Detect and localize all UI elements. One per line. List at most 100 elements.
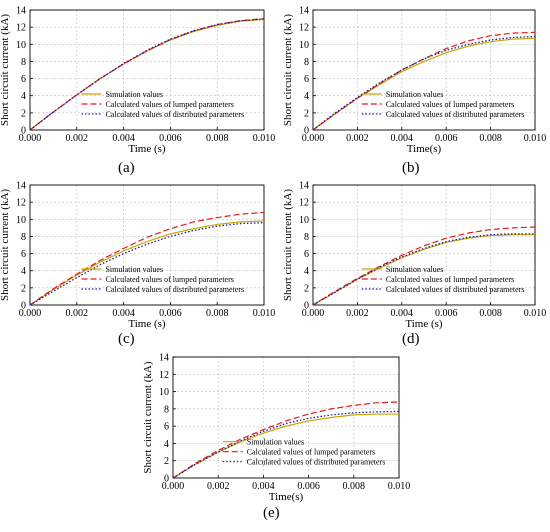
legend-label-3: Calculated values of distributed paramet… <box>386 110 525 119</box>
x-tick-label: 0.002 <box>66 133 89 144</box>
series-line-1 <box>29 220 265 306</box>
y-axis-label: Short circuit current (kA) <box>142 361 154 473</box>
x-tick-label: 0.000 <box>302 133 325 144</box>
series-line-2 <box>312 31 536 131</box>
y-axis-label: Short circuit current (kA) <box>282 189 294 301</box>
chart-panel-1: 0 2 4 6 8 10 12 14 0.000 0.002 0.004 0.006 0.008 0.01… <box>0 6 275 156</box>
legend-label-2: Calculated values of lumped parameters <box>386 100 514 109</box>
chart-panel-4: 0 2 4 6 8 10 12 14 0.000 0.002 0.004 0.006 0.008 0.01… <box>282 181 546 331</box>
y-tick-label: 0 <box>304 126 309 137</box>
y-tick-label: 6 <box>164 422 169 433</box>
panel-label-c: (c) <box>118 331 135 347</box>
y-tick-label: 0 <box>21 301 26 312</box>
y-tick-label: 4 <box>304 91 309 102</box>
y-tick-label: 10 <box>16 40 26 51</box>
legend-label-1: Simulation values <box>247 438 305 447</box>
x-tick-label: 0.006 <box>297 481 320 492</box>
legend-label-2: Calculated values of lumped parameters <box>247 448 375 457</box>
y-tick-label: 4 <box>304 266 309 277</box>
x-tick-label: 0.008 <box>479 133 502 144</box>
y-tick-label: 12 <box>299 198 309 209</box>
x-tick-label: 0.006 <box>435 133 458 144</box>
legend-label-1: Simulation values <box>105 90 163 99</box>
x-tick-label: 0.000 <box>302 308 325 319</box>
x-tick-label: 0.010 <box>524 133 547 144</box>
y-tick-label: 8 <box>164 404 169 415</box>
x-tick-label: 0.004 <box>112 308 135 319</box>
x-tick-label: 0.000 <box>162 481 185 492</box>
legend-label-1: Simulation values <box>386 90 444 99</box>
x-axis-label: Time (s) <box>128 143 166 155</box>
y-tick-label: 6 <box>21 74 26 85</box>
x-tick-label: 0.008 <box>343 481 366 492</box>
plot-frame <box>312 184 536 306</box>
y-tick-label: 10 <box>159 387 169 398</box>
y-tick-label: 8 <box>21 57 26 68</box>
y-tick-label: 2 <box>304 283 309 294</box>
series-line-2 <box>312 226 536 306</box>
y-tick-label: 8 <box>21 232 26 243</box>
series-line-1 <box>172 413 399 479</box>
series-line-2 <box>29 211 265 306</box>
legend-label-3: Calculated values of distributed paramet… <box>247 458 386 467</box>
x-tick-label: 0.004 <box>112 133 135 144</box>
x-tick-label: 0.000 <box>19 308 42 319</box>
y-tick-label: 8 <box>304 57 309 68</box>
plot-frame <box>29 184 265 306</box>
x-tick-label: 0.008 <box>206 133 229 144</box>
legend-label-1: Simulation values <box>386 265 444 274</box>
x-tick-label: 0.006 <box>159 133 182 144</box>
x-tick-label: 0.006 <box>159 308 182 319</box>
x-tick-label: 0.002 <box>346 308 369 319</box>
plot-frame <box>29 9 265 131</box>
y-tick-label: 8 <box>304 232 309 243</box>
x-tick-label: 0.002 <box>346 133 369 144</box>
y-tick-label: 14 <box>16 181 26 192</box>
y-tick-label: 14 <box>299 181 309 192</box>
y-tick-label: 6 <box>304 74 309 85</box>
x-axis-label: Time(s) <box>269 491 304 503</box>
y-tick-label: 12 <box>16 198 26 209</box>
y-tick-label: 10 <box>299 215 309 226</box>
x-tick-label: 0.004 <box>391 133 414 144</box>
chart-panel-3: 0 2 4 6 8 10 12 14 0.000 0.002 0.004 0.006 0.008 0.01… <box>0 181 275 331</box>
plot-frame <box>312 9 536 131</box>
y-tick-label: 12 <box>159 370 169 381</box>
x-tick-label: 0.002 <box>207 481 230 492</box>
x-tick-label: 0.010 <box>253 133 276 144</box>
y-tick-label: 0 <box>21 126 26 137</box>
chart-panel-5: 0 2 4 6 8 10 12 14 0.000 0.002 0.004 0.006 0.008 0.01… <box>142 353 410 504</box>
y-tick-label: 10 <box>16 215 26 226</box>
legend-label-2: Calculated values of lumped parameters <box>386 275 514 284</box>
y-tick-label: 4 <box>164 439 169 450</box>
y-tick-label: 12 <box>299 23 309 34</box>
x-tick-label: 0.000 <box>19 133 42 144</box>
legend-label-1: Simulation values <box>105 265 163 274</box>
y-tick-label: 0 <box>164 474 169 485</box>
x-tick-label: 0.004 <box>391 308 414 319</box>
legend-label-2: Calculated values of lumped parameters <box>105 100 233 109</box>
panel-label-d: (d) <box>402 331 420 347</box>
y-tick-label: 10 <box>299 40 309 51</box>
x-tick-label: 0.002 <box>66 308 89 319</box>
legend-label-3: Calculated values of distributed paramet… <box>105 285 244 294</box>
y-tick-label: 4 <box>21 266 26 277</box>
x-axis-label: Time(s) <box>407 143 442 155</box>
x-tick-label: 0.010 <box>524 308 547 319</box>
y-tick-label: 2 <box>304 108 309 119</box>
panel-label-e: (e) <box>263 505 280 521</box>
y-tick-label: 12 <box>16 23 26 34</box>
y-tick-label: 14 <box>159 353 169 364</box>
y-tick-label: 6 <box>304 249 309 260</box>
plot-frame <box>172 356 400 479</box>
legend-label-3: Calculated values of distributed paramet… <box>105 110 244 119</box>
series-line-3 <box>312 35 536 131</box>
series-line-3 <box>29 18 265 131</box>
x-tick-label: 0.004 <box>252 481 275 492</box>
y-tick-label: 14 <box>299 6 309 17</box>
x-axis-label: Time (s) <box>128 318 166 330</box>
y-tick-label: 2 <box>21 283 26 294</box>
y-tick-label: 2 <box>164 456 169 467</box>
